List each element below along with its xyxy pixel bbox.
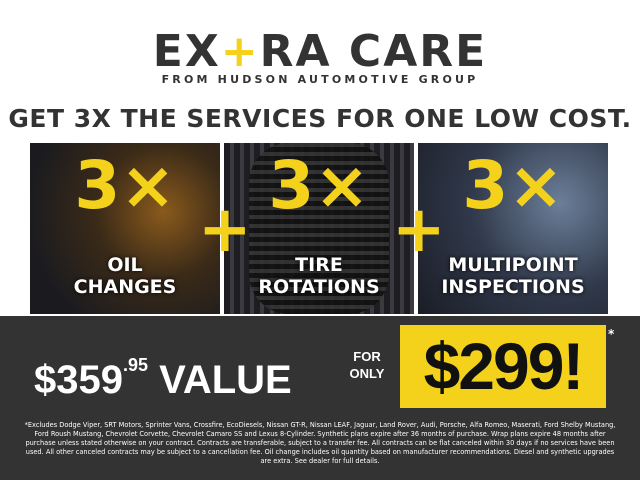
- price-box: $299!: [400, 325, 606, 408]
- logo-text-racare: RA CARE: [259, 26, 488, 77]
- logo: EX+RA CARE: [0, 30, 640, 74]
- service-count: 3×: [74, 147, 176, 224]
- asterisk: *: [608, 327, 615, 341]
- plus-icon: +: [198, 193, 252, 267]
- headline: GET 3X THE SERVICES FOR ONE LOW COST.: [8, 104, 632, 133]
- logo-subtitle: FROM HUDSON AUTOMOTIVE GROUP: [161, 73, 479, 86]
- price: $299!: [423, 329, 585, 403]
- service-label: OIL CHANGES: [73, 254, 177, 298]
- for-only-text: FOR ONLY: [349, 349, 385, 381]
- service-label: MULTIPOINT INSPECTIONS: [441, 254, 585, 298]
- value-text: $359.95 VALUE: [34, 355, 292, 402]
- logo-text-ex: EX: [152, 26, 221, 77]
- service-label: TIRE ROTATIONS: [258, 254, 380, 298]
- tire-image: [249, 143, 389, 314]
- service-count: 3×: [268, 147, 370, 224]
- multipoint-inspections-panel: 3× MULTIPOINT INSPECTIONS: [418, 143, 608, 314]
- disclaimer: *Excludes Dodge Viper, SRT Motors, Sprin…: [24, 421, 616, 465]
- logo-plus-icon: +: [220, 26, 260, 77]
- plus-icon: +: [392, 193, 446, 267]
- oil-changes-panel: 3× OIL CHANGES: [30, 143, 220, 314]
- service-count: 3×: [462, 147, 564, 224]
- tire-rotations-panel: 3× TIRE ROTATIONS: [224, 143, 414, 314]
